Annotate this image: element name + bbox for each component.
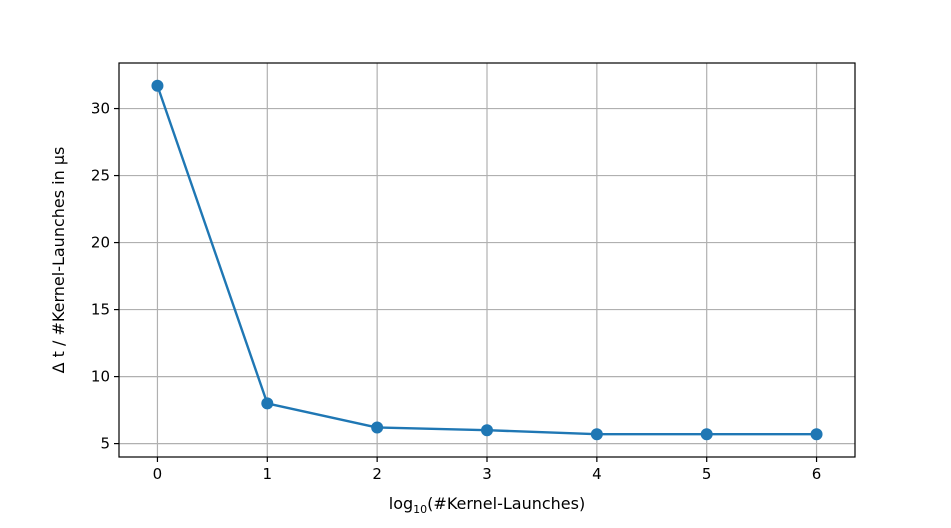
x-tick-label: 6 (812, 465, 822, 483)
y-tick-label: 25 (91, 167, 110, 185)
data-point (590, 428, 603, 441)
y-tick-label: 15 (91, 301, 110, 319)
x-tick-label: 1 (263, 465, 273, 483)
series-layer (151, 79, 823, 441)
y-tick-label: 30 (91, 100, 110, 118)
data-point (481, 424, 493, 437)
x-axis-title: log10(#Kernel-Launches) (389, 494, 585, 516)
x-tick-label: 0 (153, 465, 163, 483)
x-tick-label: 5 (702, 465, 712, 483)
grid (119, 63, 855, 457)
data-point (261, 397, 274, 410)
x-tick-label: 3 (482, 465, 492, 483)
data-point (810, 428, 823, 441)
y-tick-label: 20 (91, 234, 110, 252)
y-axis-title: Δ t / #Kernel-Launches in µs (49, 147, 68, 374)
y-tick-label: 10 (91, 368, 110, 386)
ticks: 0 1 2 3 4 5 6 5 10 15 20 25 30 (91, 100, 821, 483)
data-point (371, 421, 384, 434)
x-tick-label: 2 (372, 465, 382, 483)
y-tick-label: 5 (100, 435, 110, 453)
data-point (700, 428, 713, 441)
x-tick-label: 4 (592, 465, 602, 483)
data-point (151, 79, 164, 92)
